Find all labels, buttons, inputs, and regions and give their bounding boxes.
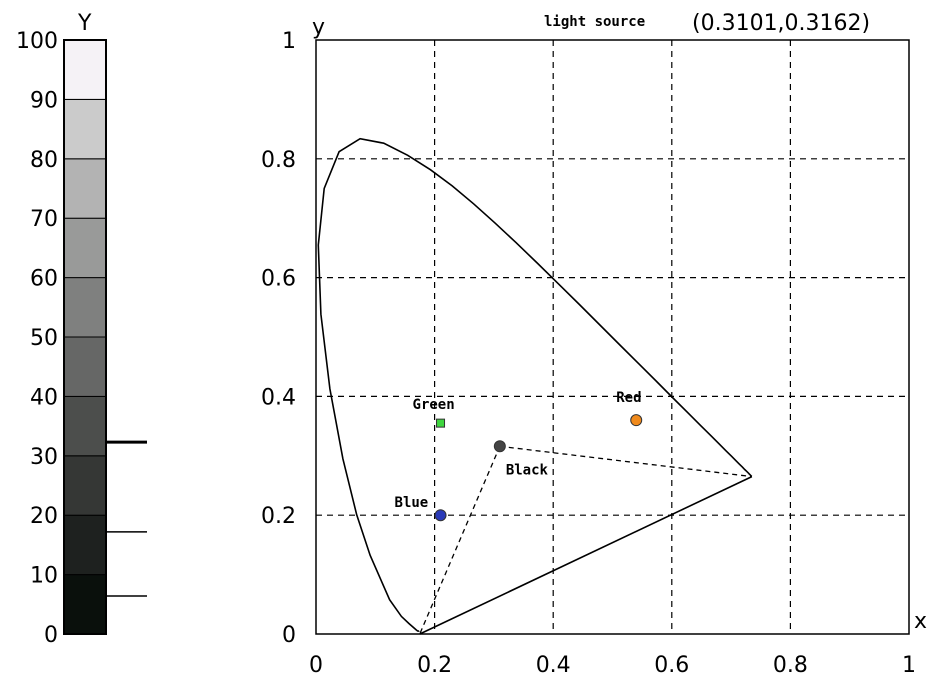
scale-tick-90: 90 <box>30 88 58 113</box>
x-tick-0.8: 0.8 <box>773 653 808 678</box>
gamut-lines <box>419 445 753 635</box>
scale-band-20 <box>63 455 107 516</box>
x-tick-0.2: 0.2 <box>417 653 452 678</box>
y-tick-0.6: 0.6 <box>261 267 296 292</box>
light-source-label: light source <box>544 14 645 30</box>
x-tick-0: 0 <box>309 653 323 678</box>
y-axis-label: y <box>312 15 325 40</box>
scale-tick-60: 60 <box>30 267 58 292</box>
y-tick-0: 0 <box>282 623 296 648</box>
x-tick-labels: 0 0.2 0.4 0.6 0.8 1 <box>309 653 916 678</box>
scale-tick-10: 10 <box>30 564 58 589</box>
scale-tick-0: 0 <box>44 623 58 648</box>
scale-band-80 <box>63 98 107 160</box>
scale-tick-80: 80 <box>30 148 58 173</box>
point-red <box>630 414 643 427</box>
point-label-blue: Blue <box>395 495 429 511</box>
point-label-black: Black <box>506 462 549 478</box>
scale-tick-70: 70 <box>30 207 58 232</box>
dashed-line-black-blue <box>419 446 501 635</box>
light-source-value: (0.3101,0.3162) <box>692 11 870 36</box>
scale-markers <box>106 440 147 597</box>
scale-band-60 <box>63 217 107 279</box>
point-black <box>493 440 506 453</box>
scale-tick-30: 30 <box>30 445 58 470</box>
y-tick-labels: 0 0.2 0.4 0.6 0.8 1 <box>261 29 296 648</box>
point-label-red: Red <box>616 390 641 406</box>
point-label-green: Green <box>413 397 455 413</box>
scale-band-90 <box>63 39 107 100</box>
scale-band-70 <box>63 158 107 219</box>
x-tick-1: 1 <box>902 653 916 678</box>
scale-tick-50: 50 <box>30 326 58 351</box>
color-points: Green Red Blue Black <box>395 390 643 522</box>
scale-ticks: 0 10 20 30 40 50 60 70 80 90 100 <box>16 29 58 648</box>
scale-band-50 <box>63 277 107 338</box>
y-tick-0.4: 0.4 <box>261 385 296 410</box>
scale-band-0 <box>63 574 107 635</box>
scale-tick-20: 20 <box>30 504 58 529</box>
y-tick-0.8: 0.8 <box>261 148 296 173</box>
y-tick-1: 1 <box>282 29 296 54</box>
grid-lines <box>316 40 909 634</box>
scale-band-40 <box>63 336 107 397</box>
spectral-locus <box>317 137 753 632</box>
lightness-scale: Y 0 10 20 30 40 50 60 70 80 90 100 <box>16 11 147 648</box>
scale-axis-label: Y <box>77 11 92 36</box>
chromaticity-diagram: 0 0.2 0.4 0.6 0.8 1 0 0.2 0.4 0.6 0.8 1 x y light … <box>261 11 927 678</box>
x-tick-0.4: 0.4 <box>536 653 571 678</box>
plot-frame <box>315 39 910 635</box>
purple-line <box>419 475 753 635</box>
x-axis-label: x <box>914 609 927 634</box>
point-green <box>436 418 446 428</box>
x-tick-0.6: 0.6 <box>654 653 689 678</box>
point-blue <box>434 509 447 522</box>
scale-band-10 <box>63 514 107 576</box>
dashed-line-black-red <box>499 445 752 478</box>
scale-tick-100: 100 <box>16 29 58 54</box>
scale-tick-40: 40 <box>30 385 58 410</box>
scale-swatches <box>63 39 107 635</box>
scale-frame <box>63 39 107 635</box>
scale-band-30 <box>63 395 107 457</box>
y-tick-0.2: 0.2 <box>261 504 296 529</box>
